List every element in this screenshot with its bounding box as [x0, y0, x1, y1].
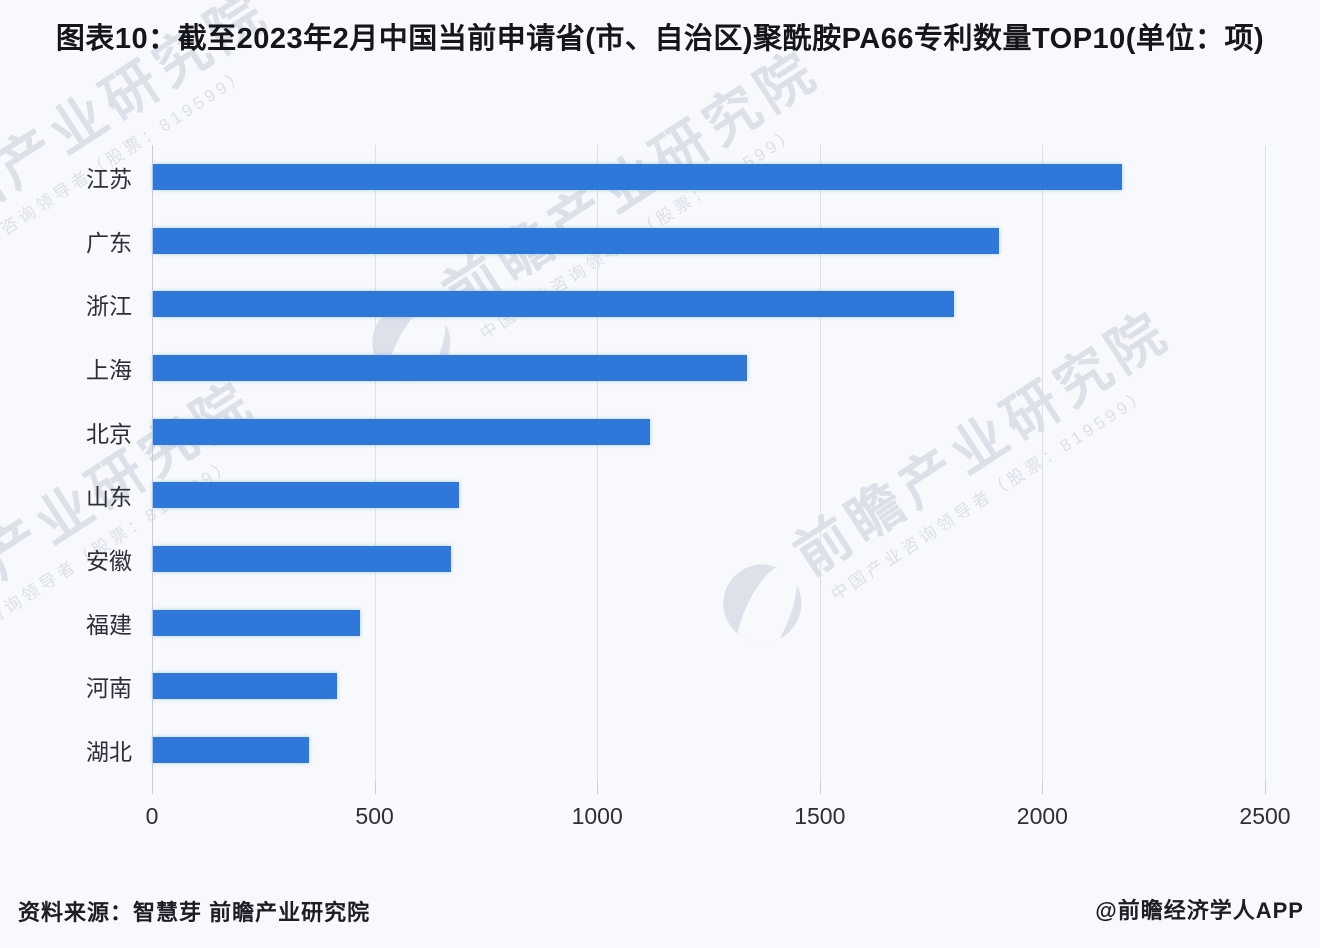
x-tickmark-1500: [819, 782, 821, 794]
x-tickmark-2500: [1265, 782, 1266, 794]
x-tick-label-2000: 2000: [1016, 803, 1068, 829]
category-label-湖北: 湖北: [86, 739, 132, 766]
category-label-河南: 河南: [86, 675, 132, 702]
gridline-2000: [1042, 145, 1044, 782]
bar-安徽: [153, 546, 451, 573]
x-tickmark-1000: [597, 782, 599, 794]
bar-广东: [153, 227, 999, 254]
qianzhan-swoosh-icon: [708, 549, 817, 658]
category-label-安徽: 安徽: [86, 548, 132, 575]
bar-上海: [153, 354, 747, 381]
bar-北京: [153, 418, 650, 445]
gridline-2500: [1265, 145, 1266, 782]
bar-山东: [153, 482, 459, 509]
bar-福建: [153, 609, 360, 636]
watermark: 前瞻产业研究院 中国产业咨询领导者（股票：819599）: [706, 298, 1196, 660]
x-tickmark-0: [152, 782, 153, 794]
watermark-subtext: 中国产业咨询领导者（股票：819599）: [827, 384, 1153, 605]
x-tick-label-1000: 1000: [571, 803, 623, 829]
category-label-山东: 山东: [86, 484, 132, 511]
credit-note: @前瞻经济学人APP: [1095, 898, 1304, 923]
category-label-江苏: 江苏: [86, 165, 132, 192]
category-label-福建: 福建: [86, 611, 132, 638]
category-label-浙江: 浙江: [86, 293, 132, 320]
bar-江苏: [153, 163, 1122, 190]
watermark-text: 前瞻产业研究院: [783, 298, 1182, 587]
bar-浙江: [153, 291, 954, 318]
x-tickmark-2000: [1042, 782, 1044, 794]
gridline-500: [374, 145, 376, 782]
gridline-1000: [597, 145, 599, 782]
bar-河南: [153, 673, 337, 700]
x-tick-label-500: 500: [355, 803, 394, 829]
category-label-北京: 北京: [86, 420, 132, 447]
bar-湖北: [153, 737, 309, 764]
category-label-上海: 上海: [86, 356, 132, 383]
x-tick-label-0: 0: [145, 803, 159, 829]
gridline-1500: [819, 145, 821, 782]
chart-title: 图表10：截至2023年2月中国当前申请省(市、自治区)聚酰胺PA66专利数量T…: [55, 23, 1265, 55]
source-note: 资料来源：智慧芽 前瞻产业研究院: [18, 900, 371, 925]
watermark: 前瞻产业研究院 中国产业咨询领导者（股票：819599）: [355, 38, 845, 399]
x-tick-label-1500: 1500: [794, 803, 846, 829]
gridline-0: [152, 145, 153, 782]
category-label-广东: 广东: [86, 229, 132, 256]
x-tickmark-500: [374, 782, 376, 794]
x-tick-label-2500: 2500: [1239, 803, 1291, 829]
